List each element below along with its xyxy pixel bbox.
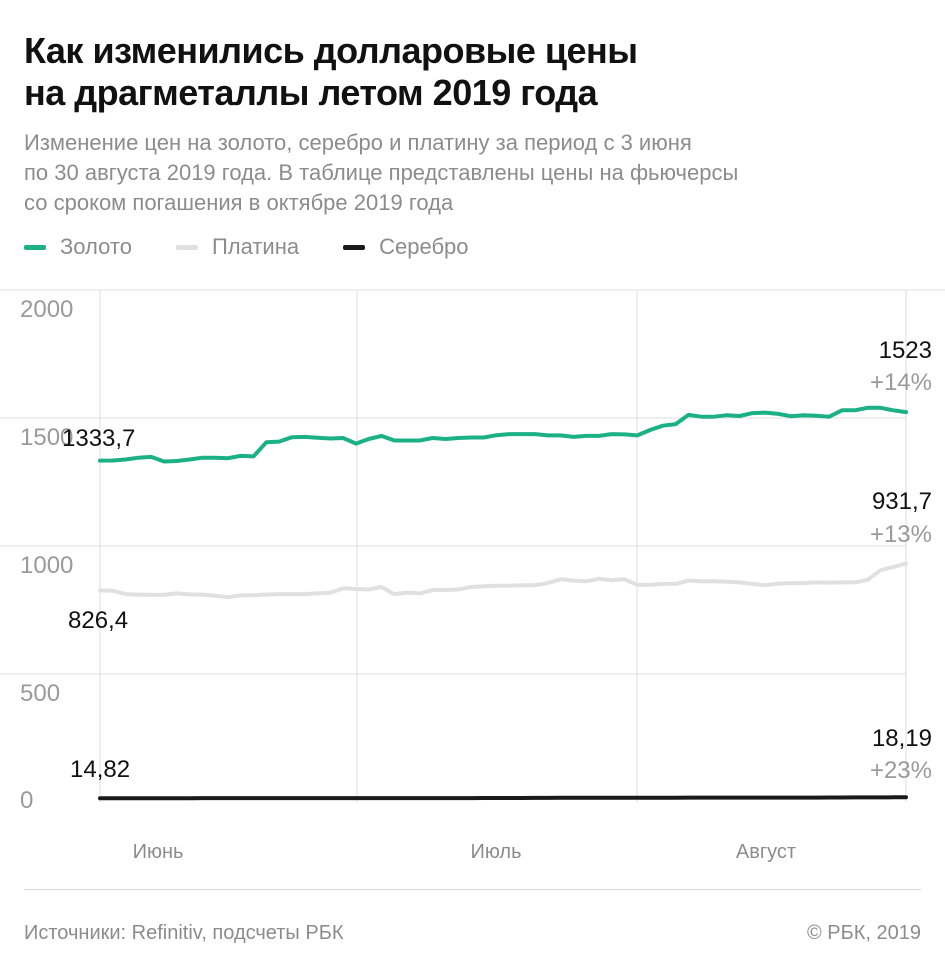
legend-item-silver: Серебро — [343, 234, 469, 260]
silver-end-label: 18,19 — [872, 725, 932, 752]
chart-subtitle: Изменение цен на золото, серебро и плати… — [24, 128, 924, 218]
chart-title-line-1: Как изменились долларовые цены — [24, 30, 638, 71]
legend-item-gold: Золото — [24, 234, 132, 260]
y-tick-label: 1000 — [20, 552, 73, 579]
footer-copyright: © РБК, 2019 — [806, 922, 921, 944]
silver-start-label: 14,82 — [70, 756, 130, 783]
footer: Источники: Refinitiv, подсчеты РБК © РБК… — [24, 922, 921, 945]
series-line-platinum — [98, 561, 908, 600]
chart-subtitle-line-1: Изменение цен на золото, серебро и плати… — [24, 130, 692, 155]
legend-label-silver: Серебро — [379, 234, 469, 259]
platinum-end-label: 931,7 — [872, 488, 932, 515]
platinum-change-label: +13% — [870, 521, 932, 548]
legend-swatch-platinum — [175, 244, 198, 250]
x-tick-label: Июнь — [133, 841, 184, 863]
y-tick-label: 2000 — [20, 296, 73, 323]
gold-change-label: +14% — [870, 369, 932, 396]
chart-title: Как изменились долларовые цены на драгме… — [24, 30, 924, 114]
y-tick-label: 1500 — [20, 424, 73, 451]
chart-legend: Золото Платина Серебро — [24, 232, 513, 262]
x-tick-label: Август — [736, 841, 796, 863]
legend-label-gold: Золото — [60, 234, 132, 259]
gold-start-label: 1333,7 — [62, 425, 135, 452]
chart-subtitle-line-2: по 30 августа 2019 года. В таблице предс… — [24, 160, 739, 185]
series-line-silver — [98, 795, 908, 801]
platinum-start-label: 826,4 — [68, 607, 128, 634]
footer-divider — [24, 889, 921, 890]
chart-title-line-2: на драгметаллы летом 2019 года — [24, 72, 598, 113]
footer-source: Источники: Refinitiv, подсчеты РБК — [24, 922, 344, 944]
line-chart: 2000 1500 1000 500 0 Июнь Июль Август 1333,7 1523… — [0, 289, 945, 863]
legend-swatch-gold — [24, 244, 46, 250]
chart-subtitle-line-3: со сроком погашения в октябре 2019 года — [24, 190, 454, 215]
legend-item-platinum: Платина — [175, 234, 300, 260]
series-line-gold — [98, 405, 908, 464]
legend-label-platinum: Платина — [211, 234, 300, 259]
silver-change-label: +23% — [870, 757, 932, 784]
legend-swatch-silver — [343, 244, 366, 250]
x-tick-label: Июль — [470, 841, 521, 863]
gold-end-label: 1523 — [879, 337, 932, 364]
y-tick-label: 0 — [20, 787, 33, 814]
y-tick-label: 500 — [20, 680, 60, 707]
